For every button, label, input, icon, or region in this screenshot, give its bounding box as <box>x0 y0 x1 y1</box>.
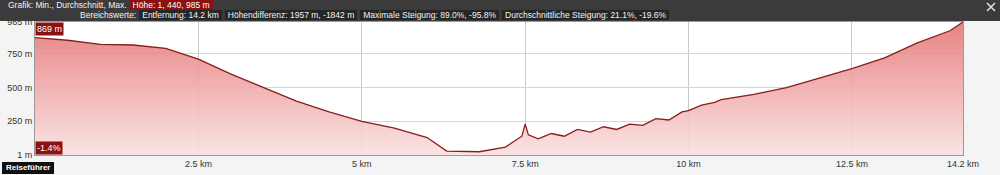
svg-text:869 m: 869 m <box>37 24 62 34</box>
svg-text:750 m: 750 m <box>7 49 32 59</box>
svg-text:7.5 km: 7.5 km <box>512 159 539 169</box>
svg-text:12.5 km: 12.5 km <box>836 159 868 169</box>
svg-text:14.2 km: 14.2 km <box>947 159 979 169</box>
svg-text:985 m: 985 m <box>7 17 33 28</box>
svg-text:2.5 km: 2.5 km <box>185 159 212 169</box>
svg-text:1 m: 1 m <box>17 150 32 160</box>
svg-text:500 m: 500 m <box>7 83 32 93</box>
html-text:Höhendifferenz: 1957 m, -1842: Höhendifferenz: 1957 m, -1842 m <box>227 10 355 20</box>
html-text:Durchschnittliche Steigung: 21: Durchschnittliche Steigung: 21.1%, -19.6… <box>505 10 667 20</box>
html-text:Grafik: Min., Durchschnitt, Ma: Grafik: Min., Durchschnitt, Max. <box>8 0 127 10</box>
svg-text:250 m: 250 m <box>7 116 32 126</box>
svg-text:10 km: 10 km <box>676 159 701 169</box>
html-text:Maximale Steigung: 89.0%, -95.: Maximale Steigung: 89.0%, -95.8% <box>363 10 496 20</box>
svg-text:-1.4%: -1.4% <box>37 143 61 153</box>
svg-text:5 km: 5 km <box>352 159 372 169</box>
html-text:Bereichswerte:: Bereichswerte: <box>80 10 137 20</box>
html-text:Entfernung: 14.2 km: Entfernung: 14.2 km <box>142 10 219 20</box>
html-text:Höhe: 1, 440, 985 m: Höhe: 1, 440, 985 m <box>132 0 210 10</box>
html-text:Reiseführer: Reiseführer <box>6 163 51 172</box>
